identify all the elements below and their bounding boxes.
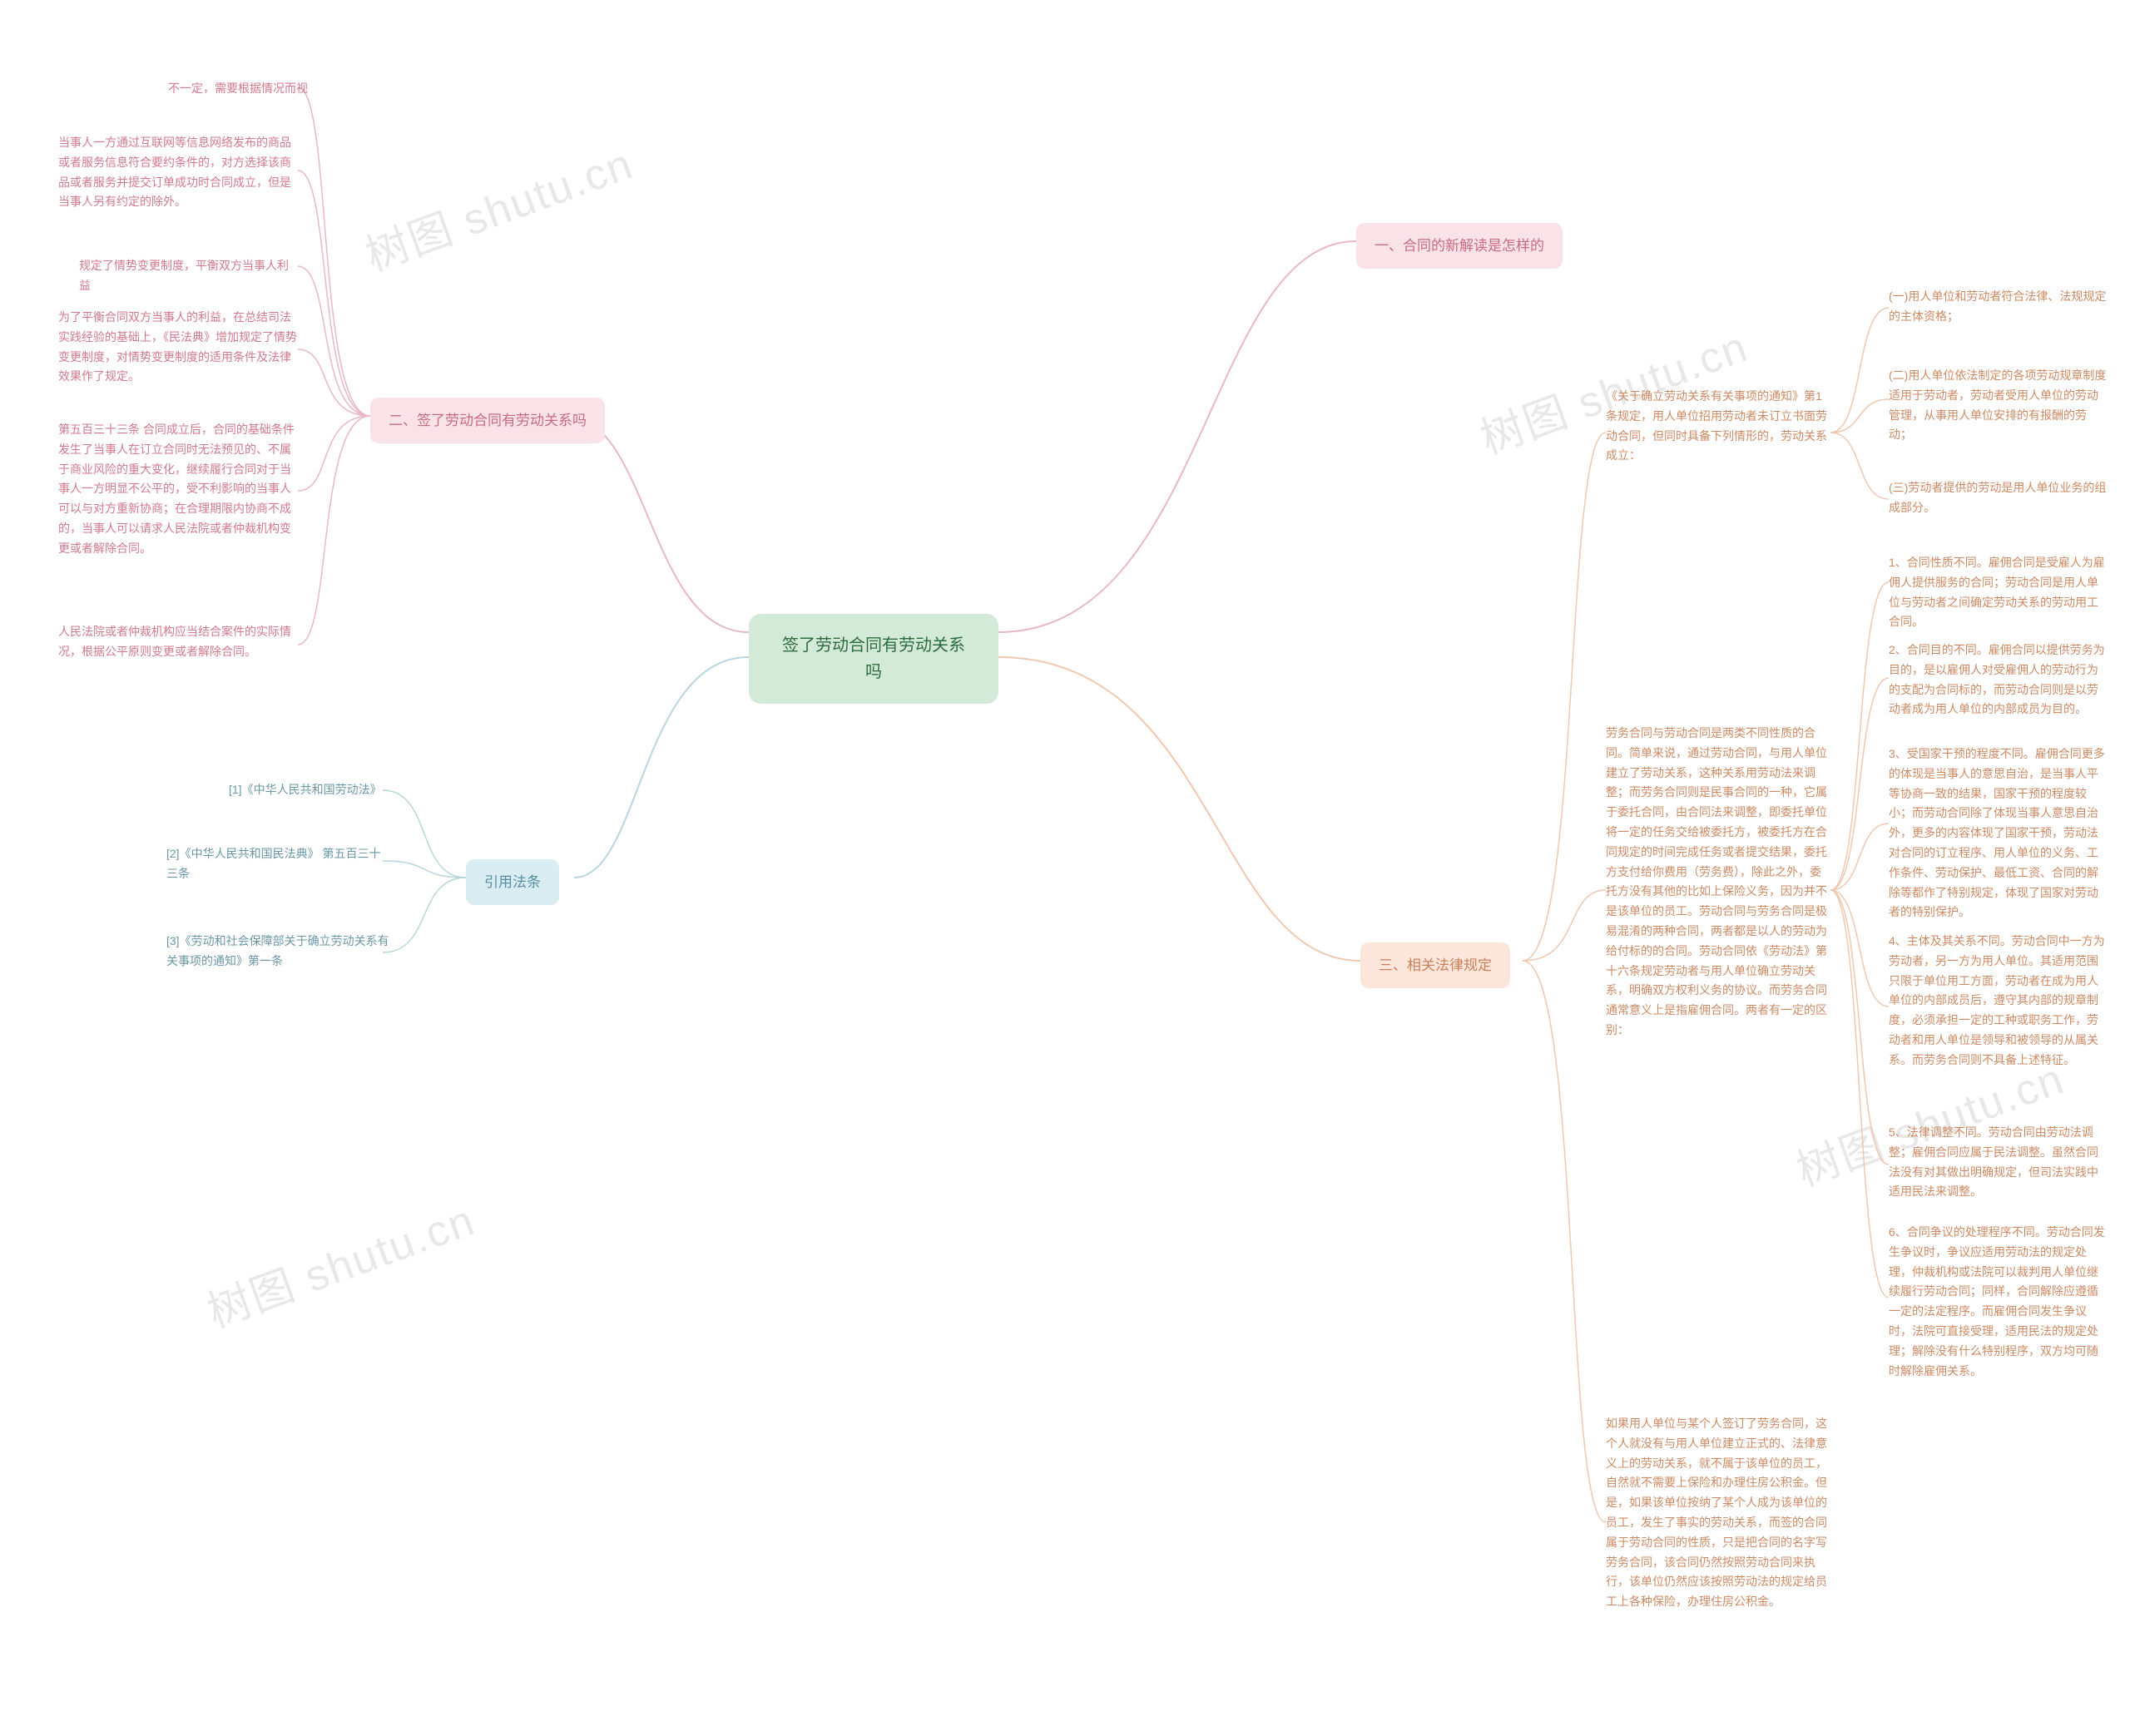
leaf-c3: [3]《劳动和社会保障部关于确立劳动关系有关事项的通知》第一条 [166, 932, 391, 972]
leaf-p5: 第五百三十三条 合同成立后，合同的基础条件发生了当事人在订立合同时无法预见的、不… [58, 420, 300, 559]
leaf-s0a: (一)用人单位和劳动者符合法律、法规规定的主体资格； [1889, 287, 2109, 327]
watermark: 树图 shutu.cn [197, 1185, 482, 1340]
watermark: 树图 shutu.cn [355, 129, 640, 284]
leaf-d1: 1、合同性质不同。雇佣合同是受雇人为雇佣人提供服务的合同；劳动合同是用人单位与劳… [1889, 553, 2109, 632]
leaf-p6: 人民法院或者仲裁机构应当结合案件的实际情况，根据公平原则变更或者解除合同。 [58, 622, 300, 662]
leaf-c1: [1]《中华人民共和国劳动法》 [229, 780, 391, 800]
leaf-s0c: (三)劳动者提供的劳动是用人单位业务的组成部分。 [1889, 478, 2109, 518]
leaf-p4: 为了平衡合同双方当事人的利益，在总结司法实践经验的基础上，《民法典》增加规定了情… [58, 308, 300, 387]
leaf-d5: 5、法律调整不同。劳动合同由劳动法调整；雇佣合同应属于民法调整。虽然合同法没有对… [1889, 1123, 2109, 1202]
leaf-p3: 规定了情势变更制度，平衡双方当事人利益 [79, 256, 300, 296]
leaf-p1: 不一定，需要根据情况而视 [158, 79, 308, 99]
leaf-c2: [2]《中华人民共和国民法典》 第五百三十三条 [166, 844, 391, 884]
branch-1: 一、合同的新解读是怎样的 [1356, 223, 1563, 269]
leaf-d4: 4、主体及其关系不同。劳动合同中一方为劳动者，另一方为用人单位。其适用范围只限于… [1889, 932, 2109, 1071]
leaf-d3: 3、受国家干预的程度不同。雇佣合同更多的体现是当事人的意思自治，是当事人平等协商… [1889, 744, 2109, 922]
leaf-d6: 6、合同争议的处理程序不同。劳动合同发生争议时，争议应适用劳动法的规定处理，仲裁… [1889, 1223, 2109, 1381]
branch-3: 三、相关法律规定 [1360, 942, 1510, 988]
leaf-p2: 当事人一方通过互联网等信息网络发布的商品或者服务信息符合要约条件的，对方选择该商… [58, 133, 300, 212]
center-node: 签了劳动合同有劳动关系吗 [749, 614, 998, 704]
leaf-s1: 劳务合同与劳动合同是两类不同性质的合同。简单来说，通过劳动合同，与用人单位建立了… [1606, 724, 1830, 1041]
leaf-s2: 如果用人单位与某个人签订了劳务合同，这个人就没有与用人单位建立正式的、法律意义上… [1606, 1414, 1830, 1612]
branch-2: 二、签了劳动合同有劳动关系吗 [370, 398, 605, 443]
leaf-s0b: (二)用人单位依法制定的各项劳动规章制度适用于劳动者，劳动者受用人单位的劳动管理… [1889, 366, 2109, 445]
leaf-d2: 2、合同目的不同。雇佣合同以提供劳务为目的，是以雇佣人对受雇佣人的劳动行为的支配… [1889, 640, 2109, 720]
leaf-s0: 《关于确立劳动关系有关事项的通知》第1条规定，用人单位招用劳动者未订立书面劳动合… [1606, 387, 1830, 466]
branch-4: 引用法条 [466, 859, 559, 905]
